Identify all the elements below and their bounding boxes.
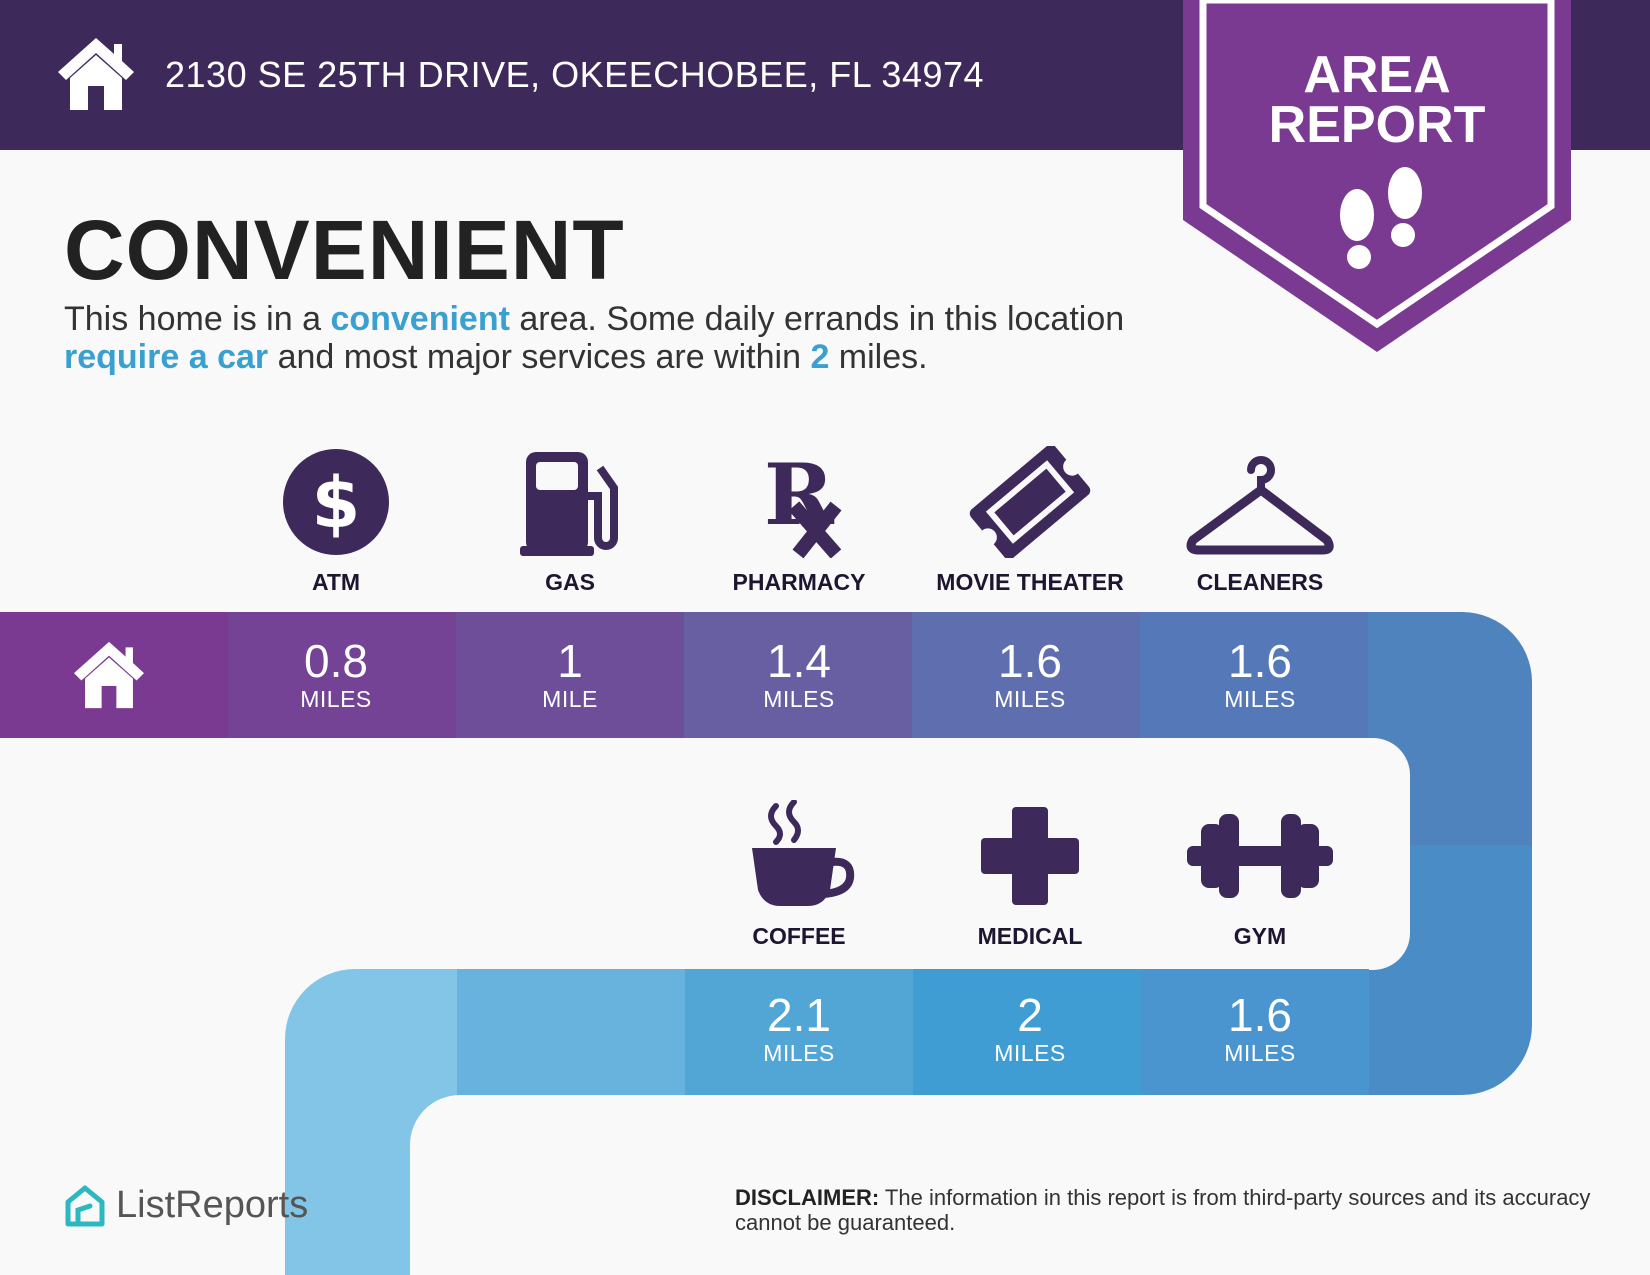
distance-cleaners: 1.6 MILES [1146,636,1374,712]
amenity-label-gym: GYM [1233,923,1287,949]
distance-value: 2 [1017,989,1043,1041]
distance-unit: MILE [542,686,598,712]
amenity-label-gas: GAS [545,569,595,595]
hanger-icon [1186,456,1334,555]
disclaimer: DISCLAIMER: The information in this repo… [735,1185,1595,1235]
distance-pharmacy: 1.4 MILES [685,636,913,712]
amenity-label-atm: ATM [311,569,361,595]
badge-title: AREA REPORT [1183,46,1571,154]
distance-unit: MILES [1224,686,1296,712]
distance-value: 1.6 [1228,989,1292,1041]
dumbbell-icon [1187,814,1333,898]
highlight-convenient: convenient [330,300,510,338]
page-title: CONVENIENT [64,203,625,297]
distance-gym: 1.6 MILES [1146,990,1374,1066]
medical-cross-icon [981,807,1079,905]
route-start-home-icon [74,641,144,709]
badge-title-line1: AREA [1303,46,1451,104]
rx-icon: R [764,446,842,558]
summary-text: This home is in a convenient area. Some … [64,300,1125,376]
svg-text:$: $ [312,462,361,544]
amenity-label-pharmacy: PHARMACY [732,569,866,595]
home-icon [58,38,134,110]
disclaimer-text: The information in this report is from t… [735,1185,1591,1235]
distance-medical: 2 MILES [916,990,1144,1066]
distance-unit: MILES [1224,1040,1296,1066]
ticket-icon [969,446,1091,558]
brand-name: ListReports [116,1184,309,1226]
footprints-icon [1340,167,1422,269]
badge-title-line2: REPORT [1268,96,1486,154]
distance-unit: MILES [994,686,1066,712]
distance-movie-theater: 1.6 MILES [916,636,1144,712]
listreports-logo-icon [65,1185,105,1227]
distance-value: 0.8 [304,635,368,687]
highlight-require-car: require a car [64,338,269,376]
dollar-icon: $ [283,449,389,555]
distance-atm: 0.8 MILES [222,636,450,712]
distance-value: 1.6 [1228,635,1292,687]
distance-unit: MILES [300,686,372,712]
coffee-icon [752,800,855,906]
distance-unit: MILES [994,1040,1066,1066]
amenity-label-medical: MEDICAL [977,923,1083,949]
distance-unit: MILES [763,1040,835,1066]
distance-gas: 1 MILE [456,636,684,712]
amenity-label-coffee: COFFEE [752,923,846,949]
amenity-label-movie-theater: MOVIE THEATER [936,569,1124,595]
property-address: 2130 SE 25TH DRIVE, OKEECHOBEE, FL 34974 [165,54,985,95]
disclaimer-label: DISCLAIMER: [735,1185,880,1210]
distance-coffee: 2.1 MILES [685,990,913,1066]
distance-value: 1.4 [767,635,831,687]
distance-value: 1 [557,635,583,687]
area-report-badge: AREA REPORT [1183,0,1571,352]
distance-unit: MILES [763,686,835,712]
amenity-label-cleaners: CLEANERS [1196,569,1324,595]
gas-pump-icon [520,452,618,556]
highlight-miles: 2 [810,338,830,376]
distance-value: 2.1 [767,989,831,1041]
distance-value: 1.6 [998,635,1062,687]
